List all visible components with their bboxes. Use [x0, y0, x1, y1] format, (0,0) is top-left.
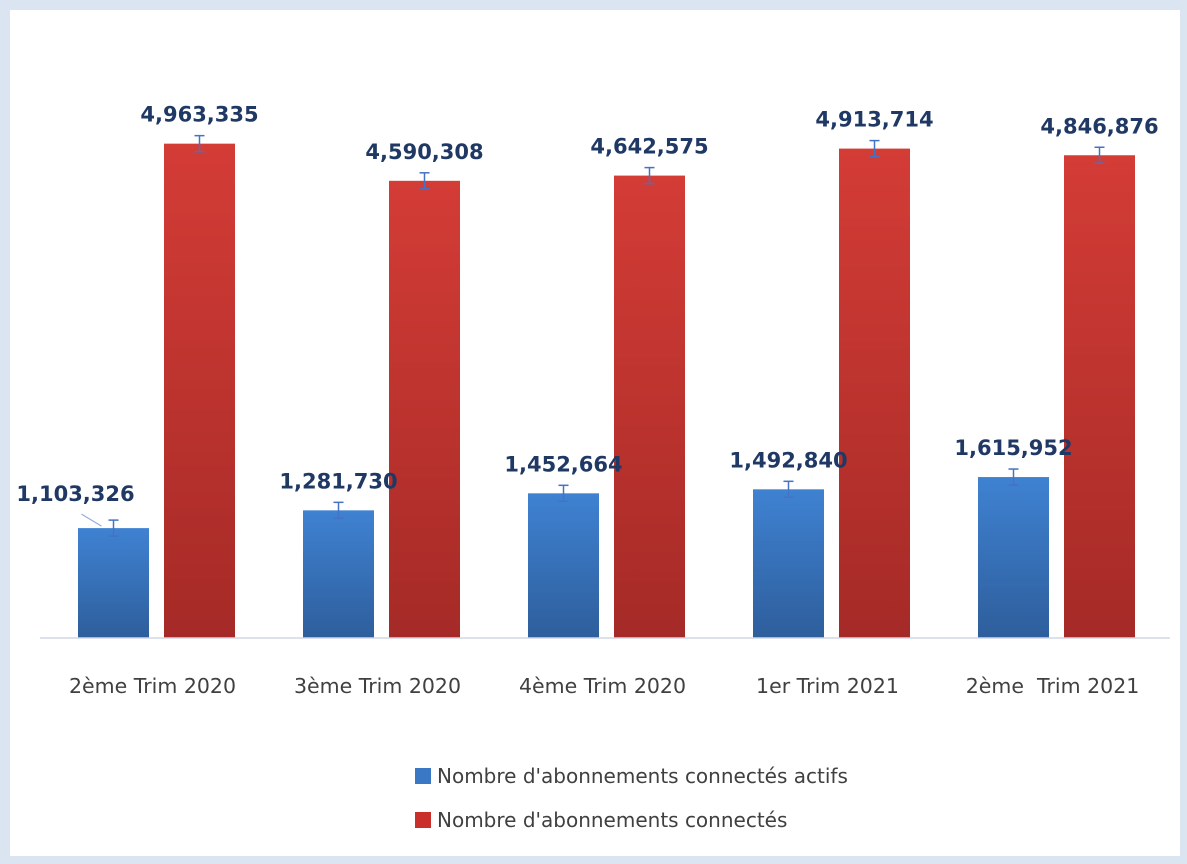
bar-actifs-4	[978, 477, 1049, 638]
legend-item-actifs: Nombre d'abonnements connectés actifs	[315, 754, 875, 798]
category-label-2: 4ème Trim 2020	[519, 674, 686, 698]
bar-chart: 1,103,326 4,963,335 1,281,730 4,590,308 1,45…	[16, 103, 1170, 698]
bars-layer	[78, 134, 1135, 638]
error-bar-0-1	[333, 501, 344, 520]
bar-actifs-1	[303, 510, 374, 638]
leader-line	[81, 513, 102, 527]
bar-connectes-1	[389, 180, 460, 638]
error-bar-1-0	[194, 134, 205, 153]
error-bar-1-4	[1094, 146, 1105, 165]
value-label-0-3: 1,492,840	[729, 448, 847, 472]
error-bar-0-3	[783, 480, 794, 499]
legend-item-connectes: Nombre d'abonnements connectés	[315, 798, 875, 842]
category-label-3: 1er Trim 2021	[756, 674, 899, 698]
category-label-0: 2ème Trim 2020	[69, 674, 236, 698]
value-label-1-1: 4,590,308	[365, 140, 483, 164]
bar-connectes-0	[164, 143, 235, 638]
bar-connectes-4	[1064, 155, 1135, 638]
legend-label-connectes: Nombre d'abonnements connectés	[437, 808, 788, 832]
labels-layer: 1,103,326 4,963,335 1,281,730 4,590,308 1,45…	[16, 103, 1159, 527]
value-label-0-1: 1,281,730	[279, 469, 397, 493]
legend-swatch-red	[415, 812, 431, 828]
legend-label-actifs: Nombre d'abonnements connectés actifs	[437, 764, 848, 788]
category-axis: 2ème Trim 2020 3ème Trim 2020 4ème Trim 20…	[69, 674, 1139, 698]
error-bar-1-3	[869, 139, 880, 158]
value-label-1-4: 4,846,876	[1040, 114, 1158, 138]
legend-swatch-blue	[415, 768, 431, 784]
error-bar-0-2	[558, 484, 569, 503]
legend: Nombre d'abonnements connectés actifs No…	[10, 754, 1180, 842]
error-bar-1-1	[419, 172, 430, 190]
category-label-1: 3ème Trim 2020	[294, 674, 461, 698]
bar-connectes-2	[614, 175, 685, 638]
value-label-1-0: 4,963,335	[140, 103, 258, 127]
value-label-1-3: 4,913,714	[815, 108, 933, 132]
category-label-4: 2ème Trim 2021	[966, 674, 1140, 698]
bar-actifs-3	[753, 489, 824, 638]
chart-frame: 1,103,326 4,963,335 1,281,730 4,590,308 1,45…	[10, 10, 1180, 856]
error-bar-0-4	[1008, 468, 1019, 486]
value-label-1-2: 4,642,575	[590, 135, 708, 159]
error-bar-0-0	[108, 519, 119, 537]
bar-actifs-0	[78, 528, 149, 638]
value-label-0-4: 1,615,952	[954, 436, 1072, 460]
bar-actifs-2	[528, 493, 599, 638]
value-label-0-2: 1,452,664	[504, 452, 622, 476]
bar-connectes-3	[839, 148, 910, 638]
value-label-0-0: 1,103,326	[16, 482, 134, 506]
error-bar-1-2	[644, 166, 655, 185]
